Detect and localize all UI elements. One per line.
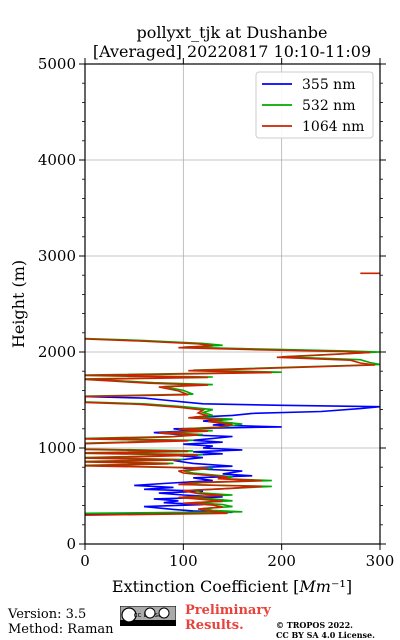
y-axis-label: Height (m) — [9, 260, 28, 348]
y-tick-label: 1000 — [38, 439, 76, 457]
legend-label: 532 nm — [302, 98, 355, 114]
series-line-532-nm — [85, 337, 380, 515]
legend-box — [255, 71, 374, 139]
x-tick-label: 100 — [169, 552, 198, 570]
copyright-note: © TROPOS 2022. CC BY SA 4.0 License. — [276, 620, 375, 640]
copyright-line-1: © TROPOS 2022. — [276, 620, 353, 630]
chart-grid — [85, 64, 380, 544]
y-tick-label: 4000 — [38, 151, 76, 169]
chart-title: pollyxt_tjk at Dushanbe — [136, 23, 327, 42]
method-label: Method: Raman — [8, 622, 114, 637]
x-tick-label: 0 — [80, 552, 90, 570]
y-tick-label: 0 — [66, 535, 76, 553]
preliminary-line-1: Preliminary — [185, 603, 271, 618]
preliminary-line-2: Results. — [185, 618, 244, 633]
axes-frame — [84, 63, 381, 545]
legend-label: 1064 nm — [302, 119, 364, 135]
x-tick-label: 300 — [366, 552, 395, 570]
x-axis-label: Extinction Coefficient [Mm⁻¹] — [112, 577, 352, 596]
series-line-355-nm — [85, 395, 380, 515]
chart-legend: 355 nm 532 nm 1064 nm — [255, 71, 374, 139]
y-tick-label: 2000 — [38, 343, 76, 361]
series-line-1064-nm — [85, 272, 380, 516]
version-label: Version: 3.5 — [8, 607, 87, 622]
legend-label: 355 nm — [302, 77, 355, 93]
chart-series — [85, 272, 380, 516]
x-tick-label: 200 — [267, 552, 296, 570]
y-tick-label: 5000 — [38, 55, 76, 73]
preliminary-results-note: Preliminary Results. — [185, 603, 271, 633]
cc-license-badge: cc by sa — [120, 606, 176, 626]
y-tick-label: 3000 — [38, 247, 76, 265]
chart-subtitle: [Averaged] 20220817 10:10-11:09 — [93, 42, 371, 61]
copyright-line-2: CC BY SA 4.0 License. — [276, 630, 375, 640]
